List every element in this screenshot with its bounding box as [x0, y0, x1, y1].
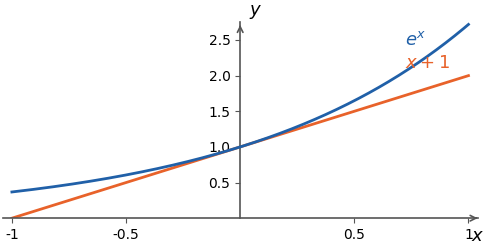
- Text: $y$: $y$: [249, 3, 262, 21]
- Text: $x$: $x$: [471, 227, 484, 246]
- Text: $e^x$: $e^x$: [405, 31, 426, 49]
- Text: $x + 1$: $x + 1$: [405, 54, 450, 72]
